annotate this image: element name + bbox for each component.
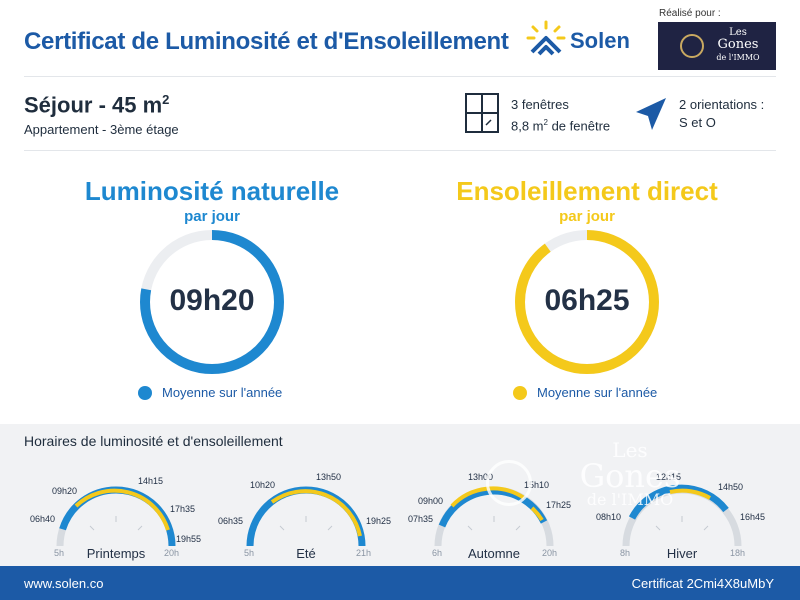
gauge-label: 08h10 — [596, 512, 622, 522]
footer-certificate-id: Certificat 2Cmi4X8uMbY — [631, 576, 774, 591]
client-logo-line1: Les — [729, 27, 747, 38]
gauge-label: 07h35 — [408, 514, 434, 524]
gauge-axis-end: 20h — [164, 548, 180, 558]
gauge-automne: 07h35 09h00 13h00 15h10 17h25 6h 20h Aut… — [400, 456, 580, 566]
schedule-title: Horaires de luminosité et d'ensoleilleme… — [24, 433, 283, 449]
gauge-axis-end: 21h — [356, 548, 372, 558]
gauge-label: 12h15 — [656, 472, 682, 482]
orientation-line1: 2 orientations : — [679, 97, 765, 112]
gauge-label: 13h50 — [316, 472, 342, 482]
windows-area: 8,8 m2 de fenêtre — [511, 118, 611, 134]
gauge-season-name: Automne — [467, 546, 521, 561]
gauge-label: 19h55 — [176, 534, 202, 544]
footer: www.solen.co Certificat 2Cmi4X8uMbY — [0, 566, 800, 600]
gauge-ete-arc — [246, 486, 366, 547]
gauge-label: 16h45 — [740, 512, 766, 522]
divider — [24, 150, 776, 151]
sunshine-subtitle: par jour — [559, 208, 615, 225]
orientation-arrow-icon — [636, 98, 666, 130]
windows-count: 3 fenêtres — [511, 97, 569, 112]
luminosity-legend: Moyenne sur l'année — [138, 385, 282, 400]
gauge-hiver-arc — [622, 484, 742, 547]
divider — [24, 76, 776, 77]
gauge-label: 09h20 — [52, 486, 78, 496]
sunshine-title: Ensoleillement direct — [456, 176, 718, 206]
gauge-label: 14h15 — [138, 476, 164, 486]
gauge-axis-start: 8h — [620, 548, 631, 558]
gauge-label: 17h35 — [170, 504, 196, 514]
client-logo-emblem-icon — [680, 34, 704, 58]
brand-name: Solen — [570, 28, 630, 53]
gauge-label: 19h25 — [366, 516, 392, 526]
watermark-emblem-icon — [486, 460, 532, 506]
legend-dot-icon — [138, 385, 152, 400]
sunshine-legend-label: Moyenne sur l'année — [537, 385, 658, 400]
luminosity-ring — [140, 230, 284, 374]
client-logo-line3: de l'IMMO — [716, 53, 760, 62]
luminosity-legend-label: Moyenne sur l'année — [162, 385, 283, 400]
solen-logo: Solen — [526, 20, 646, 60]
client-logo-line2: Gones — [717, 37, 759, 52]
page-title: Certificat de Luminosité et d'Ensoleille… — [24, 28, 509, 55]
gauge-label: 06h35 — [218, 516, 244, 526]
gauge-axis-start: 5h — [244, 548, 255, 558]
footer-website-link[interactable]: www.solen.co — [24, 576, 104, 591]
sunshine-ring — [515, 230, 659, 374]
watermark-line3: de l'IMMO — [586, 490, 674, 509]
orientation-line2: S et O — [679, 115, 716, 130]
gauge-season-name: Hiver — [666, 546, 698, 561]
luminosity-subtitle: par jour — [184, 208, 240, 225]
gauge-label: 14h50 — [718, 482, 744, 492]
gauge-season-name: Printemps — [86, 546, 146, 561]
gauge-label: 17h25 — [546, 500, 572, 510]
watermark-line2: Gones — [579, 457, 681, 495]
legend-dot-icon — [513, 385, 527, 400]
room-subtitle: Appartement - 3ème étage — [24, 122, 179, 137]
sunshine-legend: Moyenne sur l'année — [513, 385, 657, 400]
luminosity-title: Luminosité naturelle — [84, 176, 340, 206]
gauge-label: 09h00 — [418, 496, 444, 506]
gauge-axis-start: 5h — [54, 548, 65, 558]
sunshine-arc — [515, 230, 659, 374]
gauge-printemps-arc — [56, 486, 176, 547]
gauge-printemps: 06h40 09h20 14h15 17h35 19h55 5h 20h Pri… — [20, 456, 202, 566]
room-title: Séjour - 45 m2 — [24, 92, 170, 118]
gauge-season-name: Eté — [296, 546, 316, 561]
client-logo: Les Gones de l'IMMO — [658, 22, 776, 70]
gauge-axis-start: 6h — [432, 548, 443, 558]
luminosity-value: 09h20 — [169, 284, 255, 317]
sunshine-value: 06h25 — [544, 284, 630, 317]
gauge-axis-end: 20h — [542, 548, 558, 558]
orientation-info: 2 orientations : S et O — [679, 96, 764, 132]
gauge-label: 13h00 — [468, 472, 494, 482]
made-for-label: Réalisé pour : — [659, 8, 721, 19]
gauge-ete: 06h35 10h20 13h50 19h25 5h 21h Eté — [212, 456, 392, 566]
room-title-sup: 2 — [162, 92, 170, 107]
gauge-axis-end: 18h — [730, 548, 746, 558]
gauge-label: 10h20 — [250, 480, 276, 490]
luminosity-arc — [140, 230, 284, 374]
window-icon — [465, 93, 499, 133]
watermark-logo: Les Gones de l'IMMO — [480, 440, 730, 530]
gauge-hiver: 08h10 12h15 14h50 16h45 8h 18h Hiver — [590, 456, 770, 566]
sun-house-icon — [526, 20, 566, 56]
gauge-label: 15h10 — [524, 480, 550, 490]
gauge-label: 06h40 — [30, 514, 56, 524]
watermark-line1: Les — [612, 438, 648, 462]
windows-info: 3 fenêtres 8,8 m2 de fenêtre — [511, 96, 610, 135]
